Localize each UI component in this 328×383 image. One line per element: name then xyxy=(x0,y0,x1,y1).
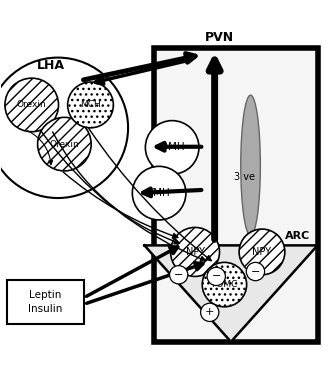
Text: Leptin
Insulin: Leptin Insulin xyxy=(28,290,62,314)
FancyBboxPatch shape xyxy=(154,48,318,342)
Circle shape xyxy=(207,267,225,286)
Text: Orexin: Orexin xyxy=(17,100,47,110)
Text: NPY: NPY xyxy=(186,247,205,257)
Polygon shape xyxy=(144,246,318,342)
Text: 3 ve: 3 ve xyxy=(234,172,255,182)
Text: POMC: POMC xyxy=(211,280,237,289)
Circle shape xyxy=(145,121,199,174)
Text: −: − xyxy=(251,267,260,277)
Text: −: − xyxy=(174,270,183,280)
Ellipse shape xyxy=(241,95,260,236)
Text: NPY: NPY xyxy=(253,247,272,257)
Circle shape xyxy=(68,82,113,128)
Text: DMH: DMH xyxy=(160,142,184,152)
Circle shape xyxy=(201,303,219,321)
Circle shape xyxy=(132,166,186,220)
Text: Orexin: Orexin xyxy=(50,140,79,149)
Text: −: − xyxy=(212,272,221,282)
Circle shape xyxy=(171,228,219,277)
Text: VMH: VMH xyxy=(147,188,171,198)
Text: +: + xyxy=(205,307,215,318)
Circle shape xyxy=(246,262,265,281)
Circle shape xyxy=(5,78,58,132)
Circle shape xyxy=(38,117,91,171)
Circle shape xyxy=(239,229,285,275)
Circle shape xyxy=(170,266,188,284)
Text: MCH: MCH xyxy=(80,100,101,110)
Text: LHA: LHA xyxy=(37,59,65,72)
Text: PVN: PVN xyxy=(205,31,234,44)
Text: ARC: ARC xyxy=(285,231,311,241)
Circle shape xyxy=(202,262,247,307)
Circle shape xyxy=(0,57,128,198)
FancyBboxPatch shape xyxy=(7,280,84,324)
